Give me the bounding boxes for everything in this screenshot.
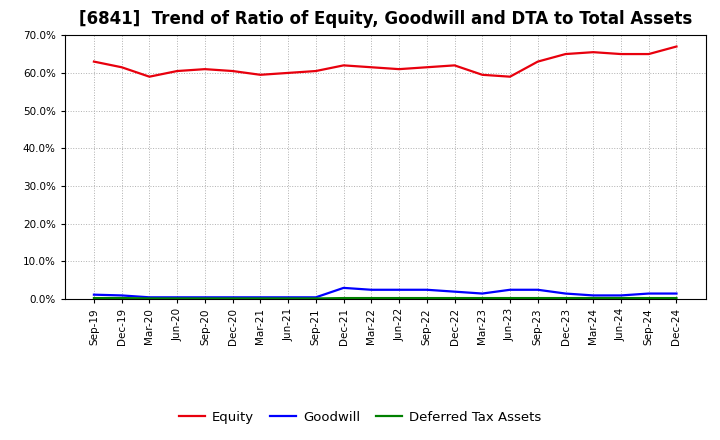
Line: Equity: Equity	[94, 47, 677, 77]
Goodwill	[561, 291, 570, 296]
Equity	[117, 65, 126, 70]
Goodwill	[616, 293, 625, 298]
Equity	[534, 59, 542, 64]
Goodwill	[89, 292, 98, 297]
Deferred Tax Assets	[505, 295, 514, 301]
Goodwill	[284, 295, 292, 300]
Deferred Tax Assets	[312, 296, 320, 301]
Equity	[395, 66, 403, 72]
Equity	[173, 68, 181, 73]
Equity	[644, 51, 653, 57]
Deferred Tax Assets	[534, 295, 542, 301]
Equity	[228, 68, 237, 73]
Goodwill	[145, 295, 154, 300]
Deferred Tax Assets	[256, 296, 265, 301]
Deferred Tax Assets	[450, 295, 459, 301]
Equity	[616, 51, 625, 57]
Goodwill	[228, 295, 237, 300]
Deferred Tax Assets	[145, 296, 154, 301]
Deferred Tax Assets	[478, 295, 487, 301]
Equity	[312, 68, 320, 73]
Equity	[450, 63, 459, 68]
Goodwill	[478, 291, 487, 296]
Equity	[561, 51, 570, 57]
Deferred Tax Assets	[423, 295, 431, 301]
Goodwill	[589, 293, 598, 298]
Deferred Tax Assets	[672, 295, 681, 301]
Equity	[672, 44, 681, 49]
Line: Goodwill: Goodwill	[94, 288, 677, 297]
Deferred Tax Assets	[89, 295, 98, 301]
Deferred Tax Assets	[644, 295, 653, 301]
Equity	[256, 72, 265, 77]
Deferred Tax Assets	[395, 295, 403, 301]
Goodwill	[672, 291, 681, 296]
Legend: Equity, Goodwill, Deferred Tax Assets: Equity, Goodwill, Deferred Tax Assets	[174, 405, 546, 429]
Equity	[284, 70, 292, 76]
Goodwill	[423, 287, 431, 293]
Deferred Tax Assets	[589, 295, 598, 301]
Title: [6841]  Trend of Ratio of Equity, Goodwill and DTA to Total Assets: [6841] Trend of Ratio of Equity, Goodwil…	[78, 10, 692, 28]
Equity	[201, 66, 210, 72]
Equity	[145, 74, 154, 79]
Deferred Tax Assets	[616, 295, 625, 301]
Goodwill	[117, 293, 126, 298]
Equity	[89, 59, 98, 64]
Equity	[367, 65, 376, 70]
Goodwill	[450, 289, 459, 294]
Deferred Tax Assets	[228, 296, 237, 301]
Deferred Tax Assets	[284, 296, 292, 301]
Deferred Tax Assets	[367, 295, 376, 301]
Goodwill	[534, 287, 542, 293]
Goodwill	[644, 291, 653, 296]
Equity	[505, 74, 514, 79]
Goodwill	[201, 295, 210, 300]
Deferred Tax Assets	[339, 295, 348, 301]
Deferred Tax Assets	[117, 295, 126, 301]
Goodwill	[312, 295, 320, 300]
Equity	[589, 50, 598, 55]
Equity	[339, 63, 348, 68]
Goodwill	[256, 295, 265, 300]
Deferred Tax Assets	[201, 296, 210, 301]
Equity	[478, 72, 487, 77]
Goodwill	[395, 287, 403, 293]
Deferred Tax Assets	[561, 295, 570, 301]
Goodwill	[367, 287, 376, 293]
Goodwill	[505, 287, 514, 293]
Equity	[423, 65, 431, 70]
Goodwill	[173, 295, 181, 300]
Goodwill	[339, 285, 348, 290]
Deferred Tax Assets	[173, 296, 181, 301]
